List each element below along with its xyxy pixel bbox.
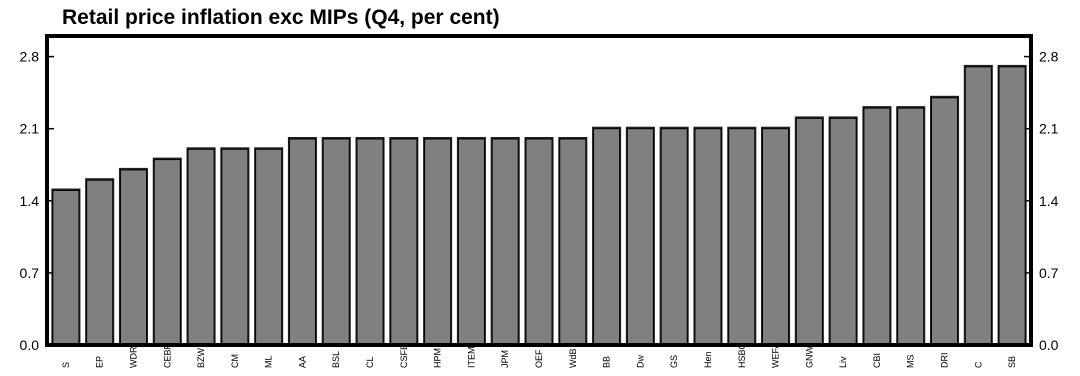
bar (288, 138, 316, 346)
bar (52, 190, 80, 346)
bar (153, 159, 181, 346)
bar (930, 97, 959, 346)
bar (457, 138, 485, 346)
x-tick-label: GS (669, 355, 679, 368)
bar (491, 138, 519, 346)
bar (964, 66, 992, 346)
x-tick-label: AA (297, 356, 307, 368)
right-tick-label: 2.8 (1039, 49, 1059, 65)
bar (255, 148, 283, 346)
x-tick-label: OEF (534, 349, 544, 368)
x-tick-label: MS (906, 355, 916, 369)
x-tick-label: C (973, 361, 983, 368)
bar (897, 107, 925, 346)
bar (424, 138, 452, 346)
right-tick-label: 0.0 (1039, 337, 1059, 353)
left-tick-label: 2.1 (20, 121, 40, 137)
x-tick-label: Hen (703, 351, 713, 368)
x-tick-label: GNW (804, 346, 814, 369)
bar (356, 138, 384, 346)
x-tick-label: S (61, 362, 71, 368)
bar (559, 138, 587, 346)
plot-frame (45, 34, 1033, 347)
left-tick-label: 1.4 (20, 193, 40, 209)
bar (694, 128, 722, 346)
x-tick-label: HSBC (737, 342, 747, 368)
x-tick-label: ITEM (466, 347, 476, 369)
bar (626, 128, 654, 346)
bars-group (51, 64, 1027, 346)
bar (998, 66, 1026, 346)
bar (86, 179, 114, 346)
bar (863, 107, 891, 346)
bar (728, 128, 756, 346)
x-tick-label: CM (230, 354, 240, 368)
bar (660, 128, 688, 346)
x-tick-label: CL (365, 356, 375, 368)
left-tick-label: 2.8 (20, 49, 40, 65)
bar (390, 138, 418, 346)
x-tick-label: JPM (500, 350, 510, 368)
bar (593, 128, 621, 346)
x-tick-label: EP (95, 356, 105, 368)
x-tick-label: WDR (128, 346, 138, 368)
right-tick-label: 0.7 (1039, 265, 1059, 281)
bar (187, 148, 215, 346)
bar (221, 148, 249, 346)
bar (829, 117, 857, 346)
x-axis-labels: S EP WDR CEBR BZW CM ML AA BSL CL CSFB HPM ITEM JPM OE… (61, 342, 1017, 368)
left-tick-label: 0.7 (20, 265, 40, 281)
x-tick-label: BSL (331, 351, 341, 368)
x-tick-label: CBI (872, 353, 882, 368)
right-tick-label: 2.1 (1039, 121, 1059, 137)
x-tick-label: Liv (838, 356, 848, 368)
x-tick-label: WEFA (771, 342, 781, 368)
bar (119, 169, 148, 346)
x-tick-label: DRI (940, 353, 950, 369)
x-tick-label: HPM (433, 348, 443, 368)
bar (762, 128, 790, 346)
x-tick-label: SB (1007, 356, 1017, 368)
x-tick-label: WdB (568, 348, 578, 368)
x-tick-label: Dw (635, 355, 645, 368)
chart-title: Retail price inflation exc MIPs (Q4, per… (62, 6, 500, 29)
bar (525, 138, 553, 346)
right-tick-label: 1.4 (1039, 193, 1059, 209)
bar (795, 117, 823, 346)
x-tick-label: BZW (196, 347, 206, 368)
left-tick-label: 0.0 (20, 337, 40, 353)
x-tick-label: ML (264, 355, 274, 368)
right-y-axis: 0.0 0.7 1.4 2.1 2.8 (1024, 49, 1059, 353)
x-tick-label: CEBR (162, 342, 172, 368)
x-tick-label: CSFB (399, 344, 409, 368)
x-tick-label: BB (602, 356, 612, 368)
bar (322, 138, 350, 346)
